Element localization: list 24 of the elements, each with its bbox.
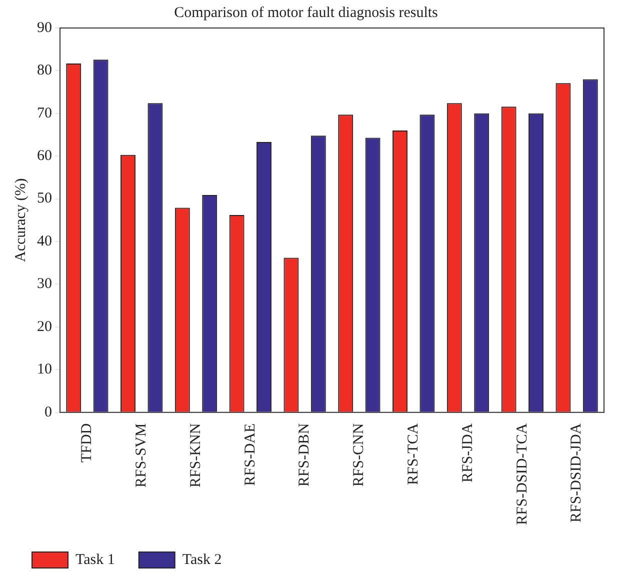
x-tick-label: TFDD	[79, 423, 96, 462]
y-tick-label: 50	[37, 190, 52, 207]
legend-label: Task 1	[76, 552, 115, 568]
x-tick-label: RFS-DBN	[296, 423, 313, 487]
y-tick-label: 40	[37, 233, 52, 250]
y-tick-label: 0	[44, 404, 52, 420]
y-tick-label: 80	[37, 62, 52, 79]
x-tick-label: RFS-DSID-TCA	[514, 423, 530, 526]
y-tick-label: 30	[37, 276, 52, 292]
y-tick-label: 20	[37, 318, 52, 335]
y-tick-label: 70	[37, 105, 52, 122]
chart-title: Comparison of motor fault diagnosis results	[174, 4, 438, 21]
x-tick-label: RFS-CNN	[351, 423, 368, 487]
y-axis-title: Accuracy (%)	[12, 178, 29, 262]
legend-label: Task 2	[182, 552, 222, 568]
y-tick-label: 90	[37, 20, 52, 36]
x-tick-label: RFS-TCA	[406, 423, 422, 486]
x-tick-label: RFS-KNN	[188, 423, 204, 488]
x-tick-label: RFS-DSID-JDA	[568, 423, 585, 523]
y-tick-label: 10	[37, 362, 52, 378]
x-tick-label: RFS-DAE	[242, 423, 258, 486]
y-tick-label: 60	[37, 148, 52, 164]
x-tick-label: RFS-JDA	[460, 423, 476, 483]
x-tick-label: RFS-SVM	[134, 423, 150, 488]
